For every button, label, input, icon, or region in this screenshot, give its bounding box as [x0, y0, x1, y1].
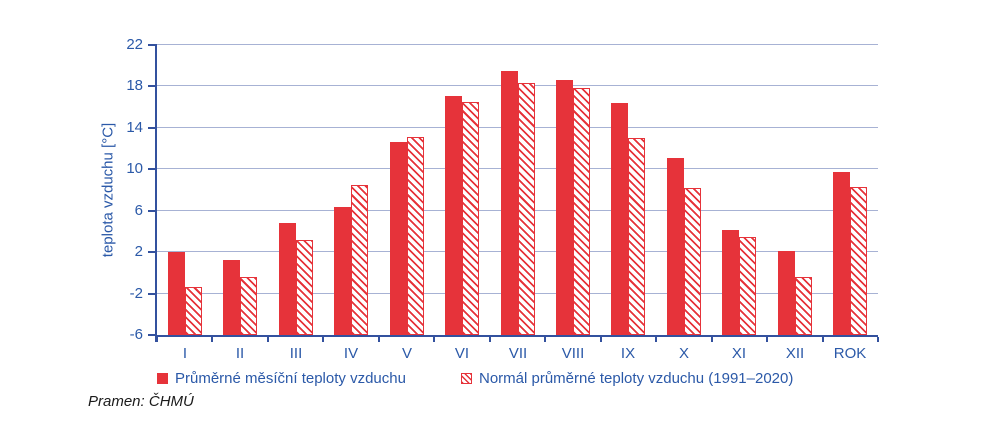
bar-hatched-VI	[462, 102, 479, 335]
x-tick-label-VII: VII	[508, 345, 528, 362]
x-axis-tick	[655, 337, 657, 342]
legend-swatch-hatched-icon	[461, 372, 472, 384]
x-axis-line	[155, 335, 878, 337]
legend-item-normal: Normál průměrné teploty vzduchu (1991–20…	[461, 368, 793, 388]
bar-solid-V	[390, 142, 407, 335]
bar-solid-I	[168, 252, 185, 335]
x-axis-tick	[322, 337, 324, 342]
x-axis-tick	[156, 337, 158, 342]
y-tick-label: -6	[129, 326, 143, 343]
x-tick-label-VI: VI	[454, 345, 470, 362]
x-axis-tick	[267, 337, 269, 342]
x-tick-label-III: III	[289, 345, 303, 362]
y-tick-label: 6	[134, 202, 143, 219]
legend-label-monthly-average: Průměrné měsíční teploty vzduchu	[175, 369, 406, 387]
bar-hatched-XI	[739, 236, 756, 335]
x-tick-label-IV: IV	[343, 345, 359, 362]
legend-swatch-solid-icon	[157, 372, 168, 384]
legend-item-monthly-average: Průměrné měsíční teploty vzduchu	[157, 368, 406, 388]
bar-solid-II	[223, 260, 240, 335]
bar-hatched-ROK	[850, 186, 867, 335]
x-tick-label-VIII: VIII	[561, 345, 585, 362]
y-axis-tick	[148, 85, 157, 87]
y-axis-title: teplota vzduchu [°C]	[99, 122, 117, 258]
x-tick-label-ROK: ROK	[833, 345, 867, 362]
bar-solid-VI	[445, 95, 462, 335]
bar-hatched-VIII	[573, 87, 590, 335]
bar-hatched-XII	[795, 277, 812, 335]
x-axis-tick	[433, 337, 435, 342]
bar-hatched-III	[296, 239, 313, 335]
gridline	[157, 44, 878, 45]
y-axis-tick	[148, 210, 157, 212]
bar-hatched-VII	[518, 83, 535, 335]
bar-solid-VIII	[556, 80, 573, 335]
y-axis-tick	[148, 168, 157, 170]
bar-hatched-II	[240, 277, 257, 335]
x-axis-tick	[211, 337, 213, 342]
y-axis-tick	[148, 251, 157, 253]
x-tick-label-IX: IX	[620, 345, 636, 362]
y-axis-tick	[148, 293, 157, 295]
legend-label-normal: Normál průměrné teploty vzduchu (1991–20…	[479, 369, 794, 387]
y-tick-label: 2	[134, 243, 143, 260]
x-tick-label-II: II	[235, 345, 245, 362]
x-tick-label-XII: XII	[785, 345, 805, 362]
x-axis-tick	[600, 337, 602, 342]
y-axis-tick	[148, 44, 157, 46]
x-axis-tick	[378, 337, 380, 342]
x-axis-tick	[822, 337, 824, 342]
x-axis-tick	[711, 337, 713, 342]
source-note: Pramen: ČHMÚ	[88, 393, 194, 410]
x-axis-tick	[877, 337, 879, 342]
bar-hatched-I	[185, 287, 202, 335]
y-axis-line	[155, 45, 157, 342]
x-tick-label-V: V	[401, 345, 412, 362]
x-tick-label-X: X	[678, 345, 689, 362]
y-tick-label: -2	[129, 285, 143, 302]
bar-hatched-IV	[351, 184, 368, 335]
x-tick-label-XI: XI	[731, 345, 747, 362]
y-tick-label: 18	[126, 77, 143, 94]
bar-hatched-IX	[628, 138, 645, 335]
bar-solid-IV	[334, 206, 351, 335]
bar-solid-X	[667, 157, 684, 335]
x-tick-label-I: I	[182, 345, 188, 362]
bar-solid-VII	[501, 70, 518, 335]
y-tick-label: 14	[126, 119, 143, 136]
x-axis-tick	[766, 337, 768, 342]
bar-solid-IX	[611, 103, 628, 335]
y-axis-tick	[148, 127, 157, 129]
y-tick-label: 22	[126, 36, 143, 53]
x-axis-tick	[544, 337, 546, 342]
y-tick-label: 10	[126, 160, 143, 177]
x-axis-tick	[489, 337, 491, 342]
bar-solid-XI	[722, 230, 739, 335]
bar-solid-ROK	[833, 172, 850, 335]
bar-solid-III	[279, 223, 296, 335]
bar-hatched-V	[407, 137, 424, 335]
bar-solid-XII	[778, 251, 795, 335]
y-axis-tick	[148, 334, 157, 336]
bar-hatched-X	[684, 187, 701, 335]
